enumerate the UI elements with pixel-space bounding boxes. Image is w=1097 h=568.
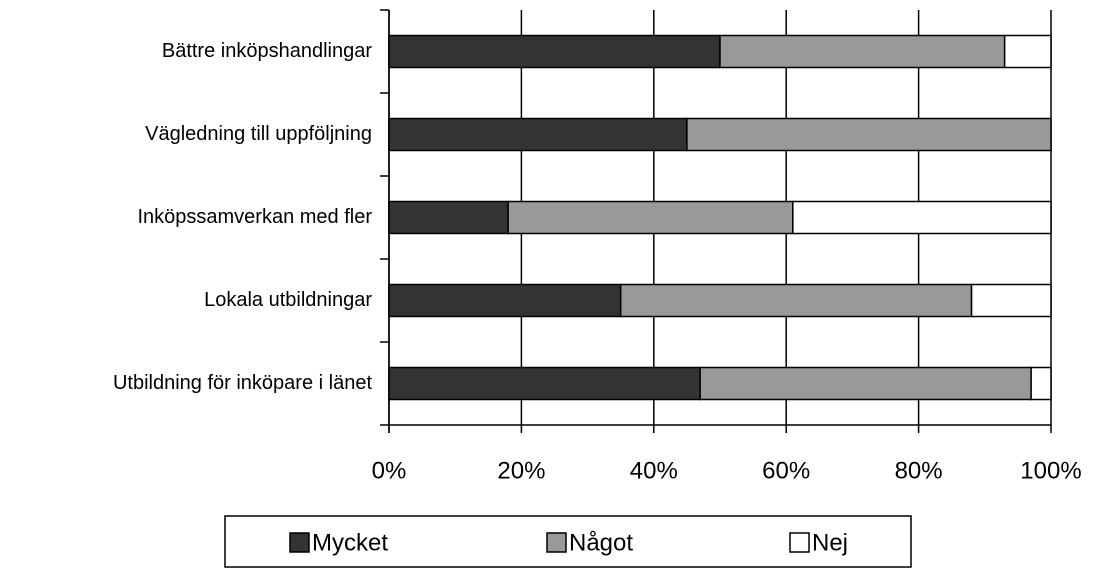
x-tick-label: 60% bbox=[762, 457, 810, 484]
bar-segment bbox=[699, 366, 1032, 401]
x-tick-label: 0% bbox=[372, 457, 407, 484]
bar-segment bbox=[1003, 34, 1052, 69]
legend-label: Något bbox=[569, 529, 633, 556]
x-tick-label: 20% bbox=[497, 457, 545, 484]
bar-segment bbox=[388, 117, 688, 152]
legend-label: Nej bbox=[812, 529, 848, 556]
legend-swatch bbox=[289, 532, 310, 553]
legend-swatch bbox=[789, 532, 810, 553]
x-tick-label: 100% bbox=[1020, 457, 1081, 484]
bar-segment bbox=[388, 283, 622, 318]
bar-segment bbox=[507, 200, 794, 235]
bar-segment bbox=[686, 117, 1052, 152]
bar-segment bbox=[1030, 366, 1052, 401]
x-tick-label: 40% bbox=[630, 457, 678, 484]
legend-label: Mycket bbox=[312, 529, 388, 556]
bar-segment bbox=[388, 34, 721, 69]
legend-swatch bbox=[546, 532, 567, 553]
bar-segment bbox=[388, 200, 509, 235]
y-tick-label: Lokala utbildningar bbox=[204, 289, 372, 311]
x-tick-label: 80% bbox=[895, 457, 943, 484]
bar-segment bbox=[719, 34, 1006, 69]
bar-segment bbox=[970, 283, 1052, 318]
bar-segment bbox=[619, 283, 973, 318]
y-tick-label: Utbildning för inköpare i länet bbox=[113, 372, 372, 394]
y-tick-label: Vägledning till uppföljning bbox=[145, 123, 372, 145]
y-tick-label: Inköpssamverkan med fler bbox=[137, 206, 372, 228]
bar-segment bbox=[388, 366, 701, 401]
bar-segment bbox=[792, 200, 1052, 235]
y-tick-label: Bättre inköpshandlingar bbox=[162, 40, 372, 62]
